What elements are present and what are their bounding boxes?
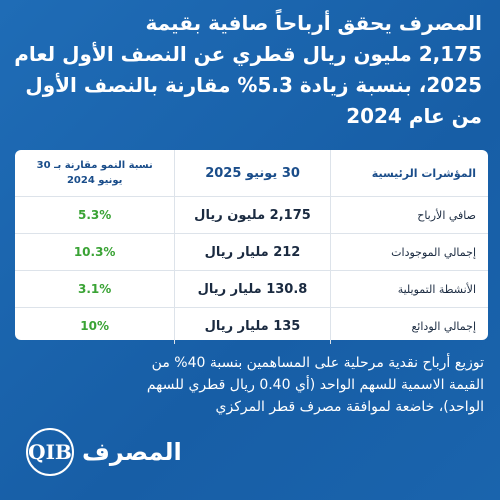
indicator-value: 130.8 مليار ريال [174,271,331,307]
growth-value: 10.3% [73,245,116,259]
headline-line: من عام 2024 [346,104,482,128]
header-cell: نسبة النمو مقارنة بـ 30 يونيو 2024 [36,160,153,186]
headline-line: 2025، بنسبة زيادة 5.3% مقارنة بالنصف الأ… [25,73,482,97]
footer-line: القيمة الاسمية للسهم الواحد (أي 0.40 ريا… [146,377,484,393]
headline-line: المصرف يحقق أرباحاً صافية بقيمة [145,11,483,35]
logo-mark: QIB [26,428,74,476]
indicator-value: 212 مليار ريال [174,234,331,270]
indicator-value: 2,175 مليون ريال [174,197,331,233]
indicator-name: إجمالي الموجودات [391,245,476,259]
logo: QIB المصرف [26,428,182,476]
footer-line: الواحد)، خاضعة لموافقة مصرف قطر المركزي [215,399,484,415]
table-row: إجمالي الودائع 135 مليار ريال 10% [15,307,488,344]
growth-value: 10% [80,319,110,333]
headline: المصرف يحقق أرباحاً صافية بقيمة 2,175 مل… [10,8,482,132]
headline-line: 2,175 مليون ريال قطري عن النصف الأول لعا… [14,42,482,66]
header-cell: المؤشرات الرئيسية [371,166,476,180]
indicators-table: المؤشرات الرئيسية 30 يونيو 2025 نسبة الن… [15,150,488,344]
table-row: الأنشطة التمويلية 130.8 مليار ريال 3.1% [15,270,488,307]
indicator-value: 135 مليار ريال [174,308,331,344]
footer-note: توزيع أرباح نقدية مرحلية على المساهمين ب… [12,352,484,418]
table-row: إجمالي الموجودات 212 مليار ريال 10.3% [15,233,488,270]
table-row: صافي الأرباح 2,175 مليون ريال 5.3% [15,196,488,233]
indicator-name: الأنشطة التمويلية [397,282,476,296]
footer-line: توزيع أرباح نقدية مرحلية على المساهمين ب… [151,355,484,371]
logo-name: المصرف [82,438,182,466]
growth-value: 5.3% [78,208,112,222]
table-header: المؤشرات الرئيسية 30 يونيو 2025 نسبة الن… [15,150,488,196]
indicator-name: إجمالي الودائع [411,319,476,333]
header-cell: 30 يونيو 2025 [174,150,331,196]
growth-value: 3.1% [78,282,112,296]
indicator-name: صافي الأرباح [417,208,476,222]
